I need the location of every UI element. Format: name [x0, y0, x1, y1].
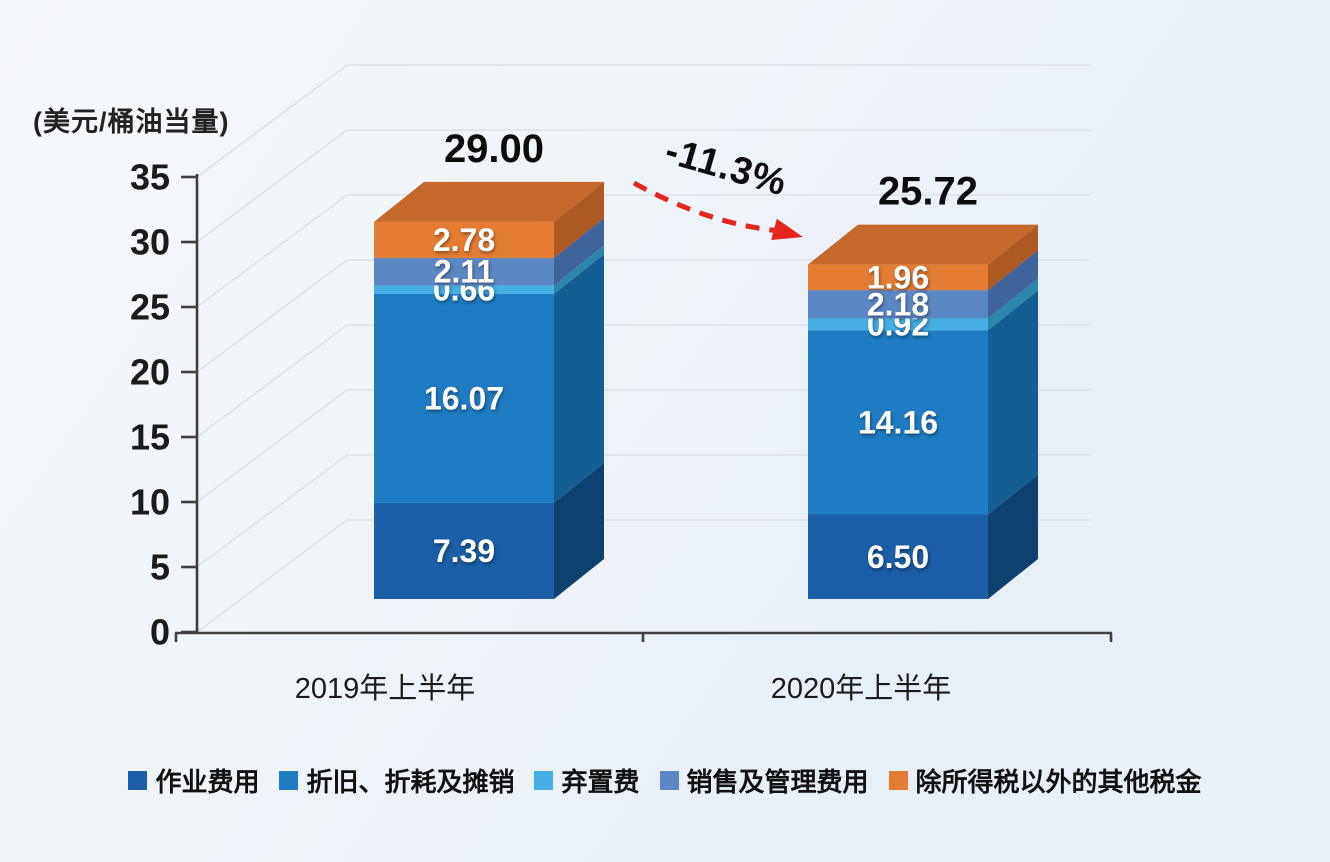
legend-swatch-icon [279, 771, 299, 790]
bar-segment-side [554, 218, 604, 286]
y-axis-tick-label: 25 [130, 287, 170, 328]
y-axis-tick-label: 5 [150, 547, 170, 588]
bar-segment-side [554, 462, 604, 599]
bar-value-label: 16.07 [424, 380, 504, 416]
chart-legend: 作业费用 折旧、折耗及摊销 弃置费 销售及管理费用 除所得税以外的其他税金 [0, 762, 1330, 799]
decline-arrow-head [771, 218, 803, 240]
bar-total-label: 25.72 [878, 170, 978, 214]
y-axis-tick-label: 20 [130, 352, 170, 393]
legend-swatch-icon [534, 771, 554, 790]
legend-swatch-icon [128, 771, 148, 790]
bar-segment-side [988, 278, 1038, 331]
bar-segment [808, 330, 988, 515]
bar-segment [374, 294, 554, 503]
bar-value-label: 6.50 [867, 539, 929, 575]
gridline-diagonal [196, 324, 348, 438]
y-axis-tick-label: 15 [130, 417, 170, 458]
legend-swatch-icon [888, 771, 908, 790]
bar-segment-side [988, 224, 1038, 291]
legend-item: 作业费用 [128, 762, 259, 799]
gridline-diagonal [196, 194, 348, 308]
bar-value-label: 7.39 [433, 533, 495, 569]
bar-segment [808, 290, 988, 319]
bar-segment [808, 318, 988, 331]
gridline-diagonal [196, 64, 348, 178]
y-axis-tick-label: 35 [130, 157, 170, 198]
legend-item-label: 销售及管理费用 [686, 767, 869, 797]
bar-segment [374, 221, 554, 259]
bar-value-label: 2.18 [867, 286, 929, 322]
legend-item: 折旧、折耗及摊销 [279, 762, 514, 799]
bar-total-label: 29.00 [444, 127, 544, 171]
bar-value-label: 14.16 [858, 404, 938, 440]
bar-value-label: 2.78 [433, 222, 495, 258]
bar-value-label: 1.96 [867, 259, 929, 295]
legend-swatch-icon [659, 771, 679, 790]
axes: 35 30 25 20 15 10 5 0 [130, 157, 1113, 653]
bar-segment-side [554, 181, 604, 259]
gridline-diagonal [196, 259, 348, 373]
gridline-diagonal [196, 519, 348, 633]
bar-segment-side [554, 245, 604, 295]
bar-top-face [374, 181, 604, 222]
bar-value-label: 2.11 [434, 254, 495, 290]
legend-item: 弃置费 [534, 762, 640, 799]
y-axis-unit-label: (美元/桶油当量) [33, 107, 230, 137]
bar-segment-side [988, 474, 1038, 599]
y-axis-tick-label: 0 [150, 612, 170, 653]
decline-arrow-line [632, 180, 781, 234]
bar-segment [374, 285, 554, 295]
y-axis-tick-label: 30 [130, 222, 170, 263]
bar-segment [808, 264, 988, 291]
legend-item-label: 作业费用 [155, 767, 260, 797]
legend-item-label: 折旧、折耗及摊销 [306, 767, 515, 797]
legend-item-label: 弃置费 [561, 767, 640, 797]
legend-item: 除所得税以外的其他税金 [888, 762, 1202, 799]
gridline-diagonal [196, 389, 348, 503]
category-label: 2020年上半年 [771, 672, 952, 705]
bar-segment-side [554, 254, 604, 503]
bar-segment-side [988, 290, 1038, 515]
gridline-diagonal [196, 129, 348, 243]
y-axis-tick-label: 10 [130, 482, 170, 523]
category-label: 2019年上半年 [295, 672, 476, 705]
bar-segment-side [988, 250, 1038, 319]
bar-top-face [808, 224, 1038, 265]
gridline-diagonal [196, 454, 348, 568]
legend-item: 销售及管理费用 [659, 762, 869, 799]
bar-segment [374, 258, 554, 286]
decline-arrow [632, 180, 803, 240]
bar-segment [808, 514, 988, 599]
legend-item-label: 除所得税以外的其他税金 [915, 767, 1202, 797]
bar-segment [374, 502, 554, 599]
